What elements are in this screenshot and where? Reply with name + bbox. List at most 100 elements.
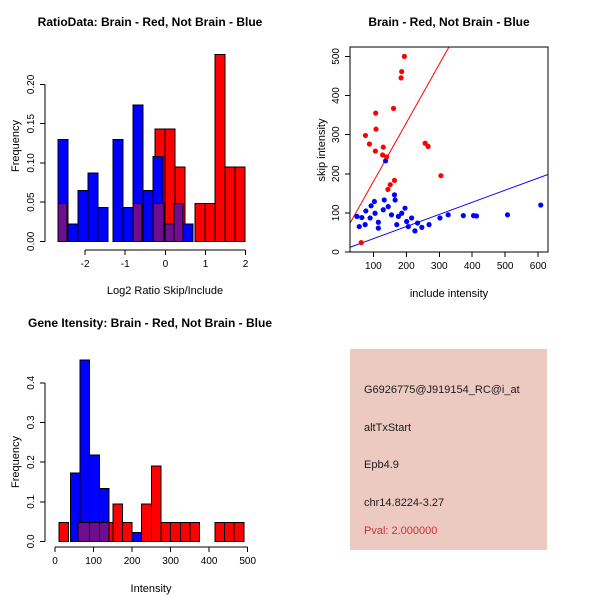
brain-point [358, 240, 364, 246]
overlap-hist-bar [164, 223, 175, 242]
ratio-histogram-ylabel: Frequency [10, 120, 22, 172]
brain-point [366, 141, 373, 147]
y-tick-label: 0.4 [26, 375, 37, 389]
brain-point [401, 53, 407, 59]
red-hist-bar [234, 166, 246, 242]
y-tick-label: 400 [331, 87, 342, 104]
notbrain-point [504, 212, 511, 218]
y-tick-label: 0.05 [26, 192, 37, 212]
x-tick-label: 200 [398, 261, 415, 272]
blue-hist-bar [142, 189, 154, 242]
brain-point [383, 154, 390, 160]
brain-point [380, 152, 386, 158]
y-tick-label: 200 [331, 165, 342, 182]
notbrain-point [437, 215, 443, 221]
y-tick-label: 0.20 [26, 74, 37, 94]
x-tick-label: -2 [81, 259, 90, 270]
x-tick-label: 300 [162, 556, 179, 567]
brain-point [380, 144, 386, 150]
notbrain-point [381, 197, 387, 203]
blue-hist-bar [87, 172, 99, 242]
x-tick-label: 200 [124, 556, 141, 567]
brain-fit-line [350, 47, 450, 224]
notbrain-point [391, 192, 398, 198]
notbrain-point [375, 225, 381, 231]
y-tick-label: 300 [331, 126, 342, 143]
red-hist-bar [141, 503, 152, 542]
brain-point [373, 126, 379, 132]
notbrain-point [367, 215, 373, 221]
blue-hist-bar [77, 189, 89, 242]
event-type-text: altTxStart [364, 422, 412, 434]
notbrain-point [363, 208, 369, 214]
notbrain-point [412, 228, 418, 234]
notbrain-point [404, 218, 410, 225]
blue-hist-bar [131, 532, 143, 542]
red-hist-bar [204, 203, 216, 242]
plot-box [349, 46, 549, 253]
red-hist-bar [189, 521, 201, 542]
ratio-histogram-plot: -2 -1 0 1 2 0.00 0.05 0.10 0.15 0.20 [26, 54, 249, 270]
notbrain-point [371, 198, 377, 205]
notbrain-point [395, 213, 402, 219]
y-tick-label: 0.3 [26, 415, 37, 429]
brain-point [390, 105, 397, 112]
x-tick-label: 1 [203, 259, 209, 270]
x-tick-label: 500 [497, 261, 514, 272]
x-tick-label: 0 [52, 556, 58, 567]
blue-hist-bar [122, 207, 134, 242]
y-tick-label: 500 [331, 48, 342, 65]
notbrain-point [405, 223, 411, 230]
y-tick-label: 0.2 [26, 455, 37, 469]
brain-point [372, 148, 378, 154]
scatter-ylabel: skip intensity [316, 118, 328, 182]
y-tick-label: 100 [331, 204, 342, 221]
notbrain-fit-line [350, 173, 548, 248]
red-hist-bar [58, 521, 70, 542]
notbrain-point [409, 215, 415, 221]
overlap-hist-bar [132, 203, 143, 242]
overlap-hist-bar [153, 203, 165, 242]
notbrain-point [385, 204, 391, 210]
ratio-histogram-xlabel: Log2 Ratio Skip/Include [106, 285, 224, 297]
x-tick-label: 600 [530, 261, 547, 272]
x-tick-label: 100 [365, 261, 382, 272]
notbrain-point [359, 214, 365, 221]
gene-name-text: Epb4.9 [364, 459, 399, 471]
blue-hist-bar [67, 223, 79, 242]
red-hist-bar [224, 166, 236, 242]
notbrain-point [356, 223, 362, 230]
red-hist-bar [224, 521, 235, 542]
brain-point [399, 69, 405, 75]
brain-point [398, 75, 404, 81]
blue-hist-bar [79, 359, 91, 542]
y-tick-label: 0.00 [26, 231, 37, 251]
notbrain-point [382, 158, 389, 164]
overlap-hist-bar [57, 203, 68, 242]
x-tick-label: 100 [85, 556, 102, 567]
brain-point [387, 182, 393, 188]
red-hist-bar [214, 54, 226, 242]
location-text: chr14.8224-3.27 [364, 497, 445, 509]
gene-intensity-xlabel: Intensity [130, 583, 172, 595]
red-hist-bar [170, 521, 181, 542]
gene-intensity-histogram-plot: 0 100 200 300 400 500 0.0 0.1 0.2 0.3 0.4 [26, 359, 256, 567]
red-hist-bar [160, 521, 172, 542]
probe-id-text: G6926775@J919154_RC@i_at [364, 384, 520, 396]
x-tick-label: 2 [243, 259, 249, 270]
red-hist-bar [150, 465, 162, 542]
overlap-hist-bar [77, 521, 91, 542]
ratio-histogram-title: RatioData: Brain - Red, Not Brain - Blue [37, 15, 263, 29]
notbrain-point [388, 212, 395, 218]
notbrain-point [368, 203, 374, 209]
gene-intensity-ylabel: Frequency [10, 436, 22, 488]
blue-hist-bar [182, 223, 194, 242]
intensity-scatter-plot: 100 200 300 400 500 600 0 100 200 300 400 500 [331, 46, 549, 272]
gene-info-panel: G6926775@J919154_RC@i_at altTxStart Epb4… [350, 349, 547, 550]
notbrain-point [394, 222, 400, 228]
brain-point [362, 132, 369, 139]
notbrain-point [372, 210, 378, 216]
overlap-hist-bar [173, 203, 184, 242]
